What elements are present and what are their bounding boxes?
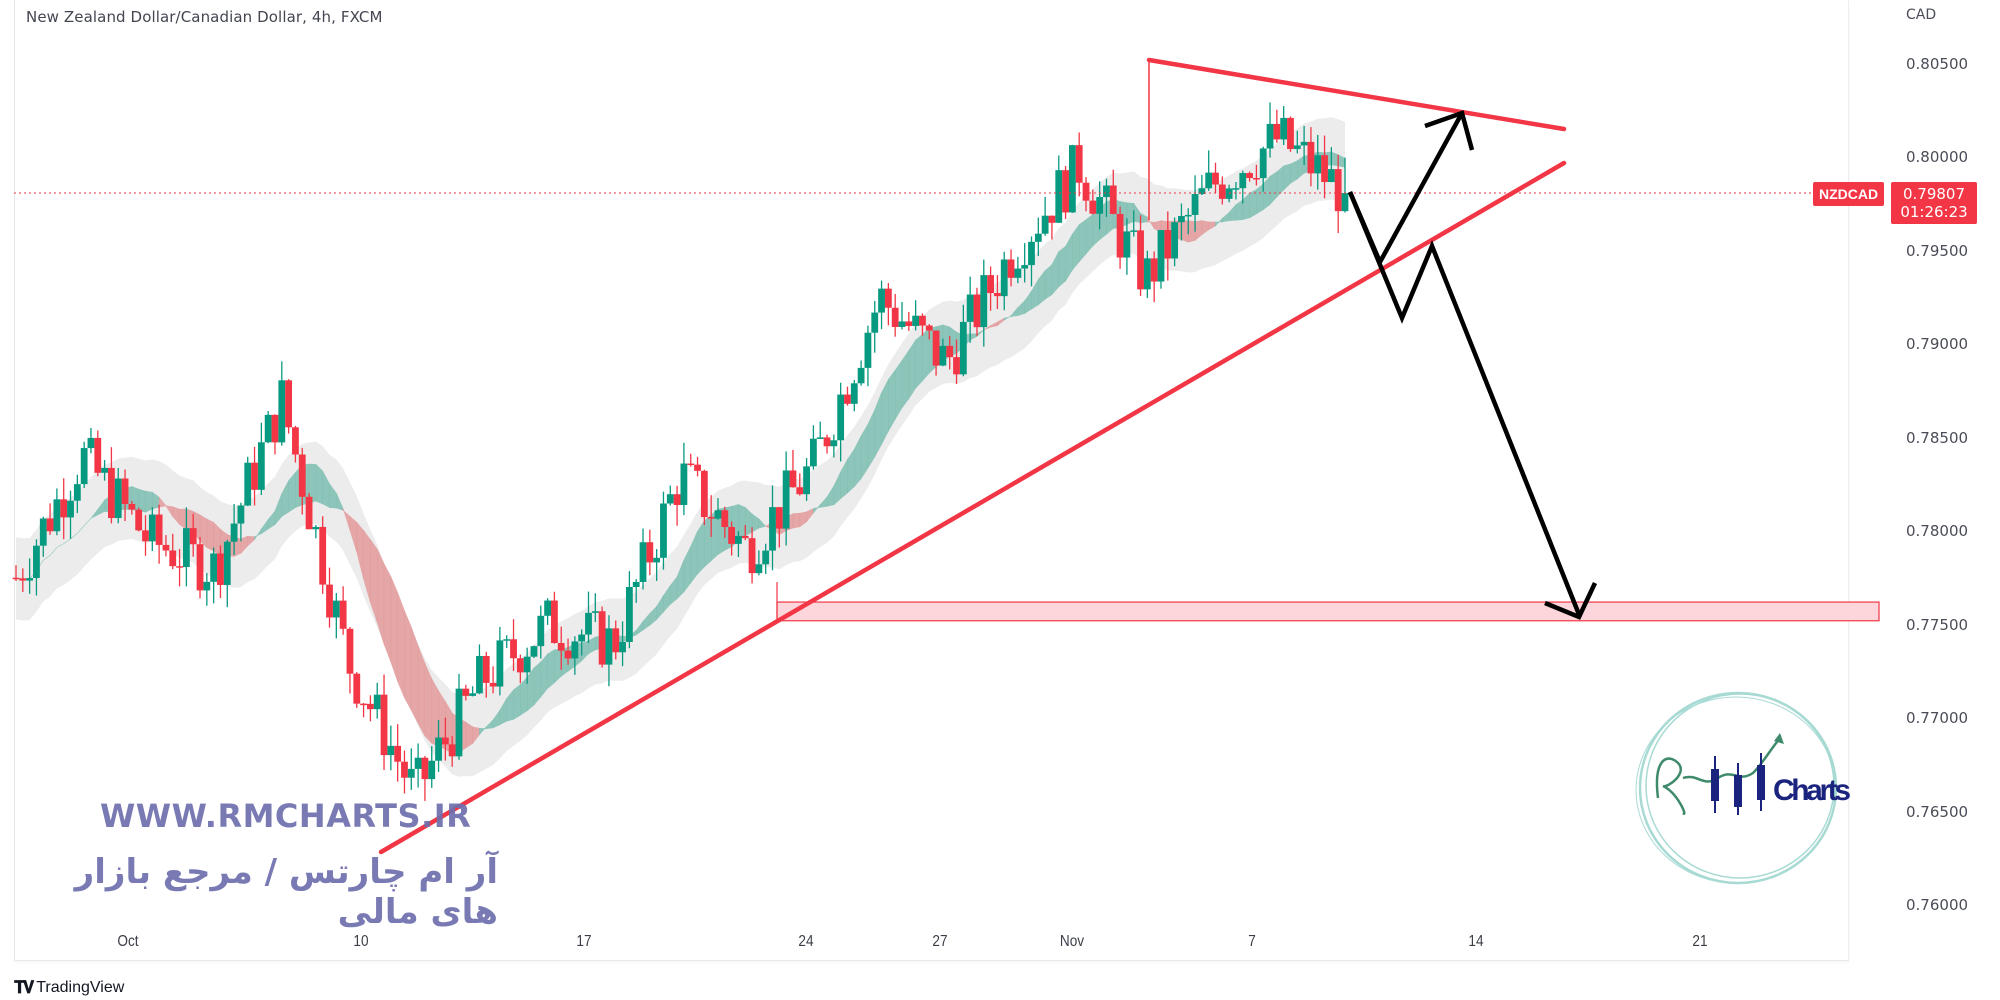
logo-text: Charts [1773,774,1851,807]
watermark-tagline: آر ام چارتس / مرجع بازار های مالی [74,852,498,932]
time-tick: 7 [1248,933,1256,950]
symbol-badge: NZDCAD [1813,182,1885,206]
last-price-badge: 0.79807 01:26:23 [1891,182,1977,224]
bullish-arrow[interactable] [1347,111,1464,268]
tradingview-logo[interactable]: 𝐓𝐕 TradingView [14,978,124,998]
demand-zone[interactable] [776,601,1880,622]
resistance-trendline[interactable] [1146,57,1567,132]
price-tick: 0.76000 [1906,896,1969,914]
time-tick: Oct [117,933,139,950]
time-tick: 21 [1692,933,1708,950]
price-tick: 0.78000 [1906,522,1969,540]
price-tick: 0.80500 [1906,54,1969,73]
demand-zone-rectangle[interactable] [776,582,1880,622]
price-axis-separator [1848,0,1849,960]
price-tick: 0.80000 [1906,148,1969,166]
currency-label: CAD [1906,7,1937,23]
time-tick: 24 [798,933,814,950]
price-tick: 0.79000 [1906,335,1969,353]
trendline-drawings[interactable] [378,57,1567,855]
candles [12,102,1349,801]
price-tick: 0.77500 [1906,615,1969,634]
time-tick: 17 [576,933,592,950]
last-price-value: 0.79807 [1902,185,1966,203]
envelope-band [16,117,1345,777]
time-tick: 14 [1468,933,1484,950]
tradingview-brand: TradingView [36,979,125,996]
support-trendline[interactable] [378,160,1567,855]
price-tick: 0.76500 [1906,802,1969,821]
price-tick: 0.78500 [1906,428,1969,447]
rmcharts-logo: Charts [1635,691,1851,885]
time-tick: 27 [932,933,948,950]
bearish-arrowhead-icon [1544,582,1598,620]
chart-pane[interactable] [14,0,1849,961]
watermark-url: WWW.RMCHARTS.IR [100,797,472,835]
bearish-arrow[interactable] [1347,191,1583,618]
chart-title: New Zealand Dollar/Canadian Dollar, 4h, … [26,8,383,26]
price-tick: 0.77000 [1906,709,1969,727]
tradingview-mark-icon: 𝐓𝐕 [14,978,34,997]
bullish-arrowhead-icon [1424,110,1475,151]
time-tick: 10 [353,933,369,950]
time-tick: Nov [1059,933,1085,950]
bar-countdown: 01:26:23 [1900,203,1968,221]
scenario-arrows[interactable] [1347,110,1598,620]
price-tick: 0.79500 [1906,241,1969,260]
